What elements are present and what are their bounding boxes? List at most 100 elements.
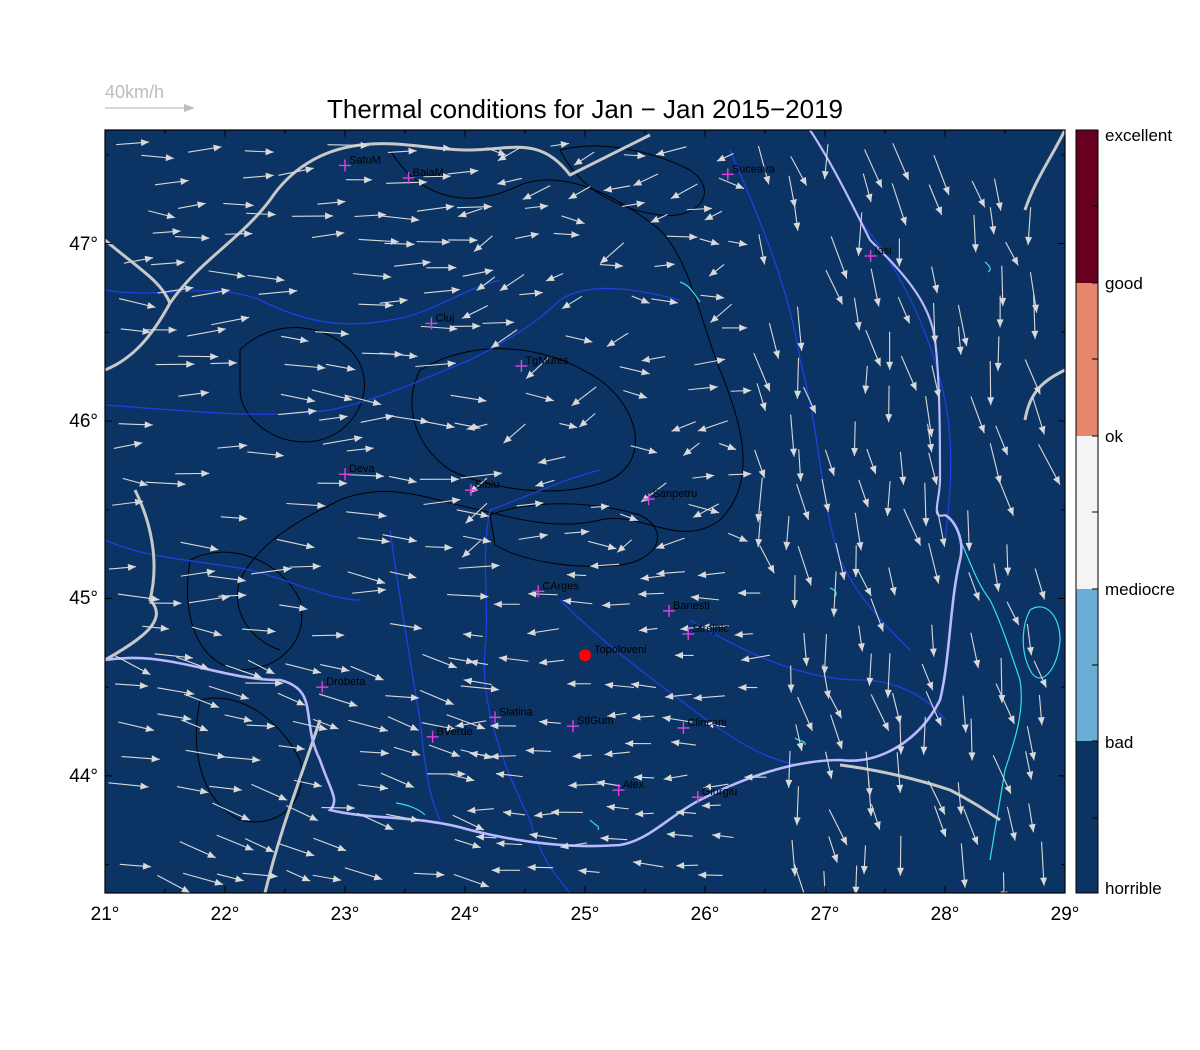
city-marker: BaiaM	[402, 167, 444, 184]
wind-arrow	[422, 653, 458, 669]
wind-arrow	[251, 783, 288, 801]
wind-arrow	[633, 173, 659, 187]
city-label: Clinceni	[687, 717, 726, 729]
wind-arrow	[447, 168, 479, 175]
wind-arrow	[315, 330, 349, 338]
wind-arrow	[317, 479, 348, 487]
wind-arrow	[857, 625, 865, 652]
wind-arrow	[793, 202, 801, 231]
wind-arrow	[866, 653, 874, 686]
wind-arrow	[469, 659, 488, 667]
y-tick-label-46: 46°	[69, 411, 98, 432]
wind-arrow	[114, 682, 148, 690]
wind-arrow	[313, 718, 339, 730]
wind-arrow	[641, 355, 666, 363]
colorbar-mediocre-band	[1076, 589, 1098, 741]
y-tick-label-45: 45°	[69, 588, 98, 609]
x-tick-label-26: 26°	[691, 904, 720, 925]
map-plot-area: SatuM BaiaM Suceava Iasi Cluj TgMures Deva Sibi…	[105, 130, 1065, 893]
wind-arrow	[358, 784, 389, 791]
wind-arrow	[852, 545, 860, 577]
wind-arrow	[247, 659, 275, 675]
wind-arrow	[870, 268, 881, 307]
wind-arrow	[180, 568, 216, 577]
wind-arrow	[718, 177, 745, 190]
wind-arrow	[538, 658, 564, 666]
wind-arrow	[116, 139, 150, 147]
wind-arrow	[491, 866, 520, 874]
wind-arrow	[463, 631, 483, 639]
wind-arrow	[921, 663, 934, 691]
wind-arrow	[455, 720, 487, 729]
wind-arrow	[385, 694, 420, 701]
wind-arrow	[350, 665, 384, 681]
city-label: Drobeta	[326, 676, 366, 688]
wind-arrow	[360, 749, 389, 757]
border-romania-north	[168, 133, 651, 304]
wind-arrow	[704, 210, 723, 221]
wind-arrow	[712, 832, 734, 840]
wind-arrow	[251, 566, 292, 575]
contour-banat	[186, 551, 303, 671]
contour-apuseni	[239, 327, 365, 443]
wind-arrow	[538, 456, 566, 465]
wind-arrow	[450, 322, 481, 330]
wind-arrow	[740, 654, 770, 663]
wind-arrow	[498, 655, 529, 663]
wind-arrow	[718, 442, 737, 451]
wind-arrow	[896, 752, 904, 793]
city-marker: Iasi	[864, 245, 892, 262]
wind-arrow	[1006, 806, 1017, 841]
wind-arrow	[345, 176, 373, 184]
wind-arrow	[353, 272, 392, 280]
wind-arrow	[473, 235, 493, 253]
wind-arrow	[499, 273, 525, 292]
wind-arrow	[446, 714, 486, 730]
wind-arrow	[896, 835, 904, 876]
wind-arrow	[730, 387, 752, 395]
wind-arrow	[734, 630, 753, 638]
wind-arrow	[527, 628, 559, 636]
wind-arrow	[423, 172, 451, 180]
wind-arrow	[590, 562, 620, 570]
wind-arrow	[209, 785, 242, 793]
wind-arrow	[561, 215, 585, 225]
wind-arrow	[599, 242, 625, 265]
wind-arrow	[970, 396, 985, 434]
cities-layer: SatuM BaiaM Suceava Iasi Cluj TgMures Deva Sibi…	[316, 154, 892, 804]
wind-arrow	[208, 270, 246, 279]
wind-arrow	[148, 210, 176, 220]
wind-arrow	[515, 231, 540, 240]
wind-arrow	[960, 843, 968, 888]
wind-arrow	[258, 287, 298, 295]
wind-arrow	[157, 874, 191, 893]
wind-arrow	[693, 694, 725, 702]
wind-arrow	[456, 203, 492, 211]
wind-arrow	[1025, 207, 1033, 246]
wind-arrow	[656, 569, 685, 577]
legend-label-horrible: horrible	[1105, 879, 1162, 898]
wind-arrow	[632, 859, 664, 868]
wind-arrow	[413, 419, 455, 430]
wind-arrow	[318, 413, 348, 421]
wind-arrow	[933, 805, 947, 838]
wind-arrow	[243, 172, 274, 180]
wind-arrow	[539, 718, 561, 726]
wind-arrow	[356, 812, 394, 831]
wind-arrow	[528, 590, 558, 598]
wind-arrow	[830, 714, 843, 750]
wind-arrow	[651, 298, 679, 306]
wind-arrow	[379, 297, 408, 305]
wind-arrow	[152, 228, 181, 236]
wind-arrow	[821, 479, 831, 513]
wind-arrow	[1024, 359, 1041, 395]
wind-arrow	[888, 567, 897, 596]
city-marker: SatuM	[339, 154, 381, 172]
wind-arrow	[787, 665, 795, 693]
wind-arrow	[550, 141, 569, 149]
wind-arrow	[635, 810, 654, 818]
wind-arrow	[802, 632, 810, 666]
city-marker: Cluj	[425, 312, 454, 330]
wind-arrow	[115, 655, 151, 676]
x-tick-label-21: 21°	[91, 904, 120, 925]
